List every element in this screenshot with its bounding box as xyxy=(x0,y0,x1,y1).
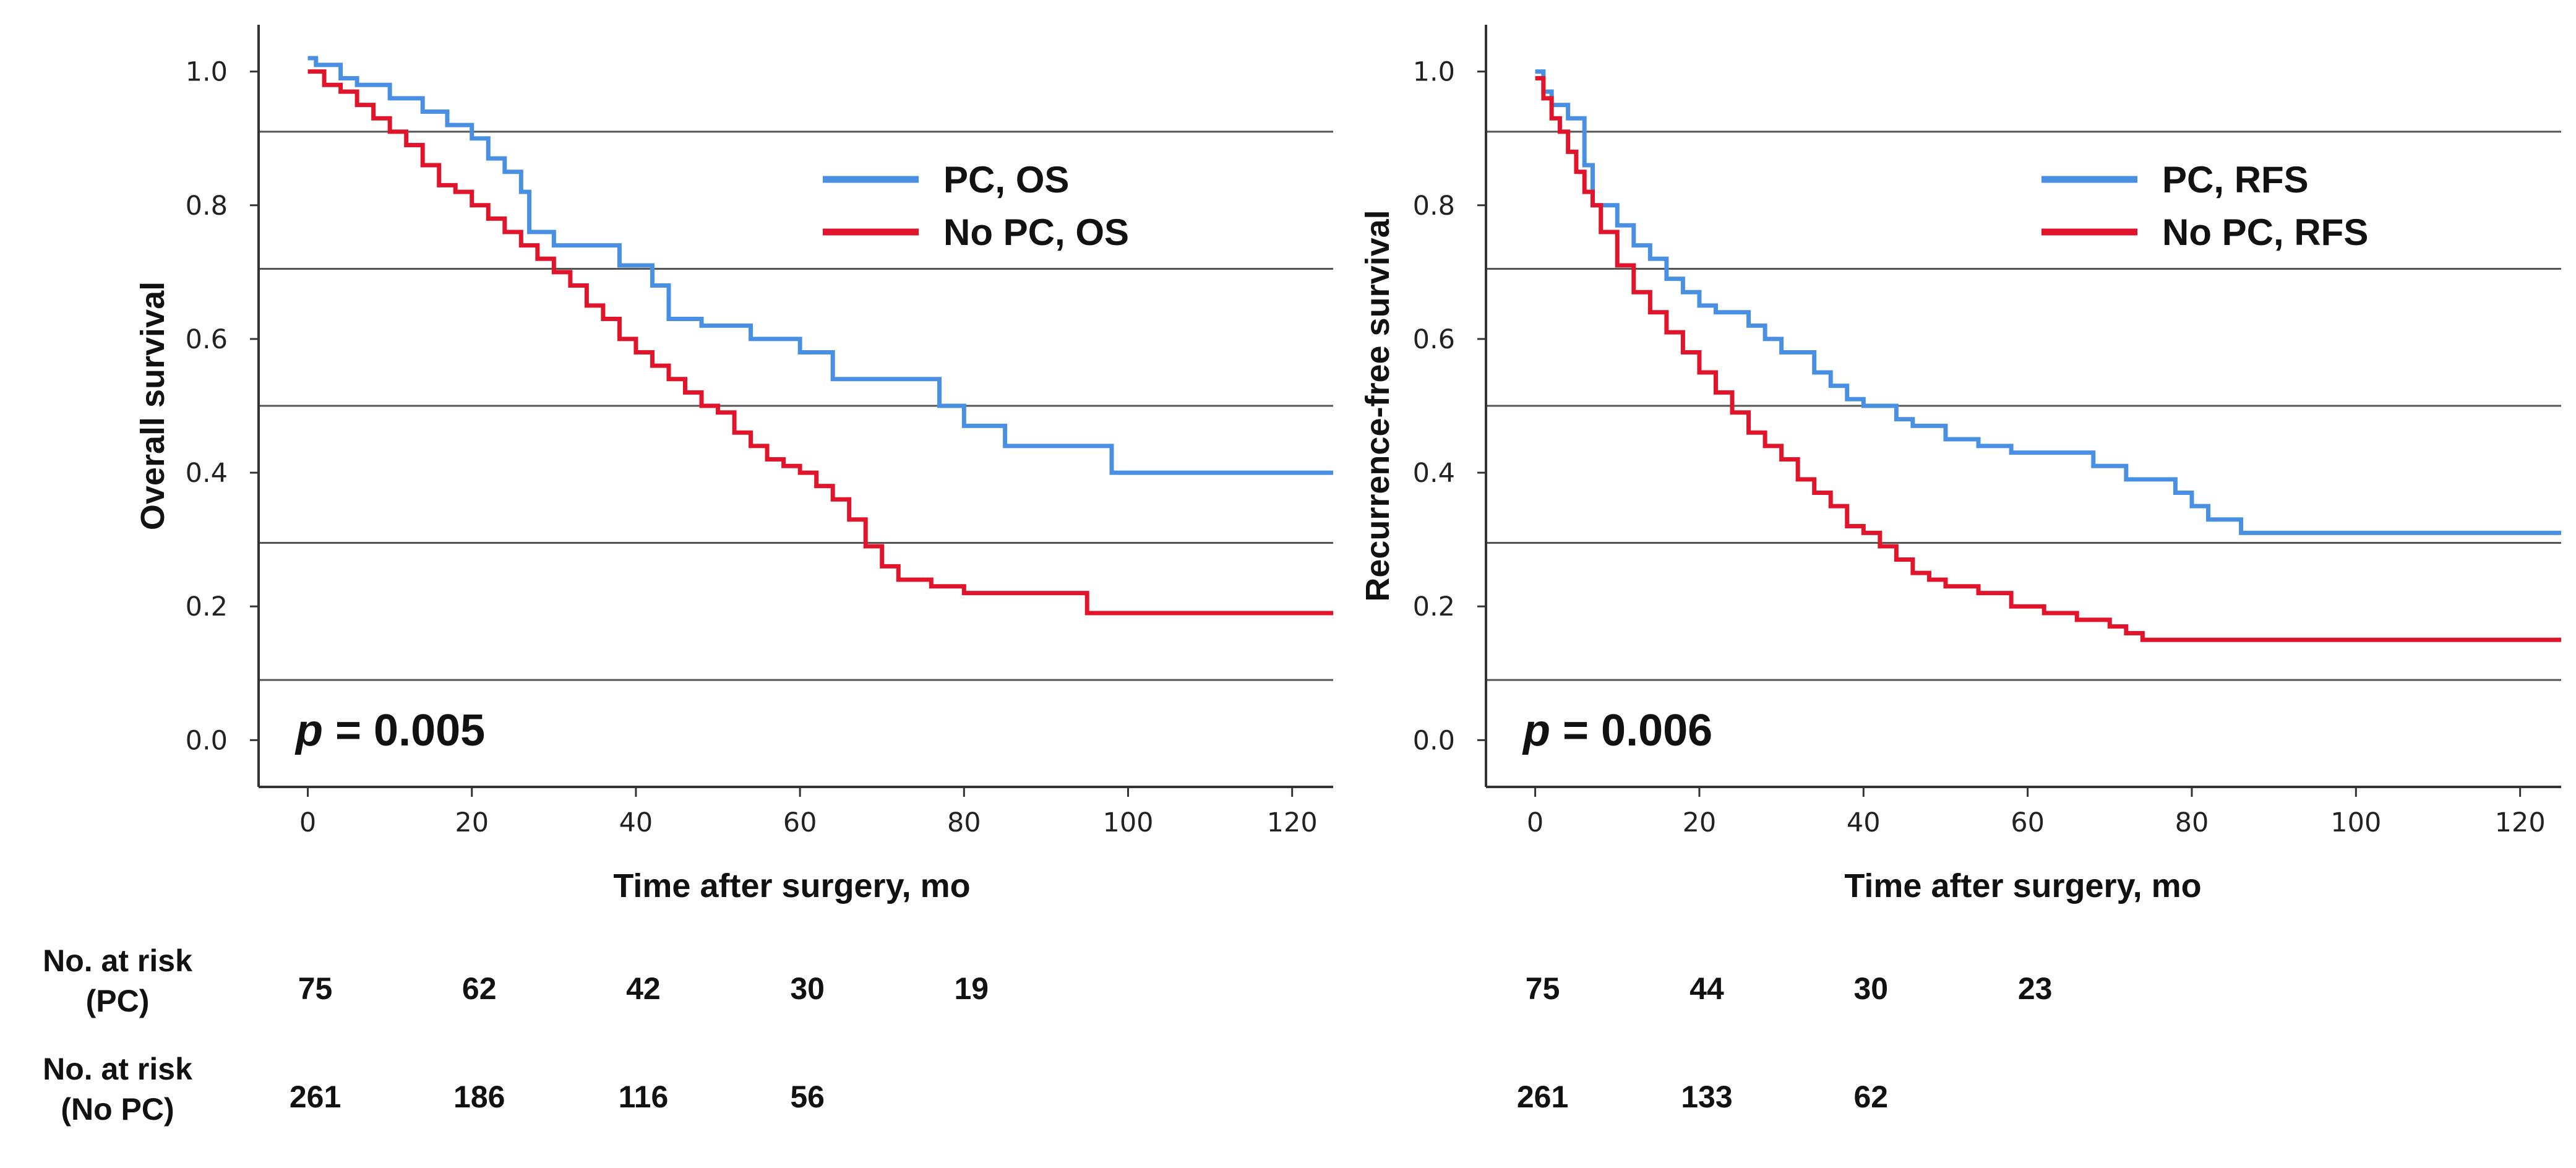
p-value: p = 0.006 xyxy=(1522,706,1712,755)
y-tick-label: 0.2 xyxy=(186,591,228,622)
risk-row-label: No. at risk xyxy=(43,943,192,978)
y-axis-title: Recurrence-free survival xyxy=(1359,210,1396,601)
x-tick-label: 60 xyxy=(783,807,817,838)
x-tick-label: 120 xyxy=(2495,807,2546,838)
series-line-no-pc xyxy=(1535,75,2561,642)
x-tick-label: 20 xyxy=(455,807,489,838)
legend: PC, RFS No PC, RFS xyxy=(2041,159,2368,253)
series-line-pc xyxy=(1535,69,2561,535)
risk-count: 30 xyxy=(1853,971,1888,1006)
risk-count: 75 xyxy=(1526,971,1560,1006)
risk-count: 62 xyxy=(462,971,497,1006)
risk-count: 261 xyxy=(290,1080,341,1114)
y-tick-label: 1.0 xyxy=(1413,57,1455,88)
p-value: p = 0.005 xyxy=(294,706,485,755)
x-tick-label: 80 xyxy=(947,807,981,838)
x-tick-label: 120 xyxy=(1267,807,1318,838)
risk-count: 75 xyxy=(298,971,333,1006)
x-tick-label: 40 xyxy=(1847,807,1881,838)
risk-count: 30 xyxy=(790,971,825,1006)
p-value-symbol: p xyxy=(1522,706,1550,755)
risk-row-sublabel: (PC) xyxy=(86,984,150,1018)
x-tick-label: 100 xyxy=(2330,807,2381,838)
y-tick-label: 0.0 xyxy=(1413,725,1455,756)
y-tick-label: 1.0 xyxy=(186,57,228,88)
y-tick-label: 0.2 xyxy=(1413,591,1455,622)
series-line-no-pc xyxy=(307,69,1333,616)
p-value-number: = 0.006 xyxy=(1563,706,1712,755)
y-tick-label: 0.6 xyxy=(186,324,228,355)
risk-count: 23 xyxy=(2018,971,2053,1006)
risk-count: 133 xyxy=(1681,1080,1732,1114)
x-axis-title: Time after surgery, mo xyxy=(613,867,970,904)
x-tick-label: 20 xyxy=(1683,807,1717,838)
risk-count: 186 xyxy=(453,1080,505,1114)
y-axis-title: Overall survival xyxy=(134,281,171,530)
risk-count: 261 xyxy=(1517,1080,1568,1114)
risk-count: 42 xyxy=(626,971,661,1006)
x-axis-title: Time after surgery, mo xyxy=(1844,867,2201,904)
p-value-number: = 0.005 xyxy=(335,706,485,755)
risk-count: 116 xyxy=(619,1080,669,1114)
overall-survival-panel: 0.0 0.2 0.4 0.6 0.8 1.0 0 20 40 60 80 100 120 Time af… xyxy=(43,25,1333,1127)
y-tick-label: 0.6 xyxy=(1413,324,1455,355)
x-tick-label: 80 xyxy=(2175,807,2209,838)
risk-count: 56 xyxy=(790,1080,825,1114)
risk-count: 44 xyxy=(1689,971,1724,1006)
series-line-pc xyxy=(307,56,1333,475)
x-tick-label: 0 xyxy=(299,807,316,838)
y-tick-label: 0.4 xyxy=(1413,458,1455,489)
x-tick-label: 60 xyxy=(2011,807,2045,838)
x-tick-label: 0 xyxy=(1527,807,1543,838)
p-value-symbol: p xyxy=(294,706,323,755)
y-tick-label: 0.0 xyxy=(186,725,228,756)
risk-count: 19 xyxy=(955,971,989,1006)
legend-label: No PC, OS xyxy=(943,212,1129,253)
x-tick-label: 40 xyxy=(619,807,653,838)
y-tick-label: 0.8 xyxy=(1413,191,1455,221)
risk-row-sublabel: (No PC) xyxy=(61,1092,174,1127)
y-tick-label: 0.4 xyxy=(186,458,228,489)
y-tick-label: 0.8 xyxy=(186,191,228,221)
legend-label: PC, RFS xyxy=(2162,159,2309,200)
recurrence-free-survival-panel: 0.0 0.2 0.4 0.6 0.8 1.0 0 20 40 60 80 100 120 Time af… xyxy=(1359,25,2561,1114)
legend-label: PC, OS xyxy=(943,159,1069,200)
risk-row-label: No. at risk xyxy=(43,1052,192,1086)
risk-count: 62 xyxy=(1853,1080,1888,1114)
legend-label: No PC, RFS xyxy=(2162,212,2368,253)
legend: PC, OS No PC, OS xyxy=(823,159,1129,253)
x-tick-label: 100 xyxy=(1102,807,1153,838)
